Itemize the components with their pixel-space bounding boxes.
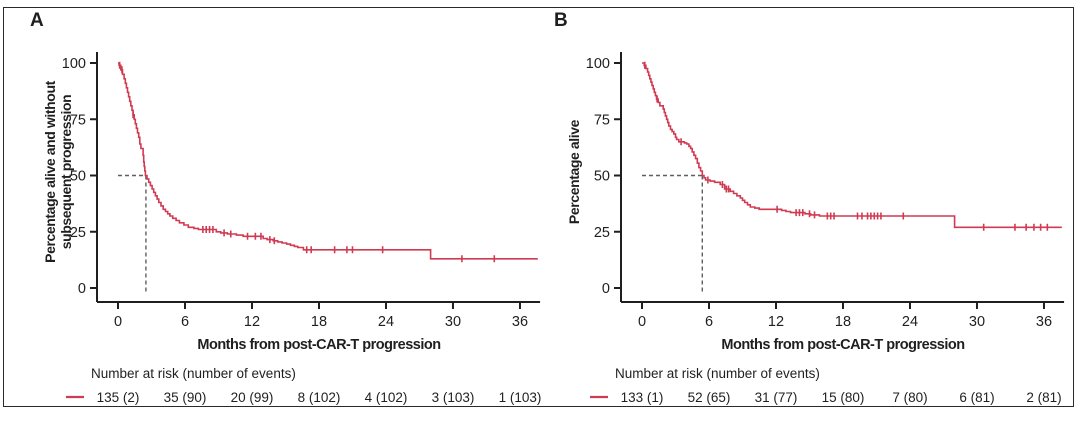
y-tick-label: 100 [62,56,86,72]
x-tick-label: 12 [244,314,260,330]
x-tick-label: 6 [705,314,713,330]
y-axis-title-line: Percentage alive [566,119,582,224]
y-axis-title-line: Percentage alive and without [42,80,58,262]
risk-value: 6 (81) [959,390,994,405]
y-axis-title-line: subsequent progression [58,95,74,250]
risk-value: 133 (1) [621,390,664,405]
risk-value: 7 (80) [892,390,927,405]
risk-value: 1 (103) [499,390,542,405]
risk-table-title: Number at risk (number of events) [615,366,820,381]
risk-value: 8 (102) [298,390,341,405]
panel-label: A [30,10,44,31]
risk-value: 4 (102) [365,390,408,405]
risk-value: 15 (80) [822,390,865,405]
x-tick-label: 24 [378,314,394,330]
panel-label: B [554,10,568,31]
x-tick-label: 24 [902,314,918,330]
x-tick-label: 36 [1036,314,1052,330]
panel-a: A 0 25 50 75 100 0 6 12 18 24 30 36 Months from post-… [30,10,541,405]
x-tick-label: 18 [311,314,327,330]
x-tick-label: 30 [969,314,985,330]
x-tick-label: 0 [638,314,646,330]
y-tick-label: 75 [70,112,86,128]
y-tick-label: 0 [78,281,86,297]
y-tick-label: 50 [70,169,86,185]
x-tick-label: 12 [768,314,784,330]
km-curve [118,62,538,260]
x-axis-title: Months from post-CAR-T progression [197,337,440,353]
x-tick-label: 30 [445,314,461,330]
x-tick-label: 6 [181,314,189,330]
km-curve [642,62,1062,229]
x-tick-label: 0 [114,314,122,330]
x-axis-title: Months from post-CAR-T progression [721,337,964,353]
risk-value: 35 (90) [164,390,207,405]
y-tick-label: 100 [586,56,610,72]
risk-value: 52 (65) [688,390,731,405]
risk-value: 31 (77) [755,390,798,405]
y-tick-label: 0 [602,281,610,297]
risk-value: 3 (103) [432,390,475,405]
risk-value: 135 (2) [97,390,140,405]
y-tick-label: 75 [594,112,610,128]
risk-value: 20 (99) [231,390,274,405]
x-tick-label: 36 [512,314,528,330]
risk-value: 2 (81) [1026,390,1061,405]
y-tick-label: 25 [70,225,86,241]
y-tick-label: 25 [594,225,610,241]
y-tick-label: 50 [594,169,610,185]
panel-b: B 0 25 50 75 100 0 6 12 18 24 30 36 Months from post-… [554,10,1065,405]
risk-table-title: Number at risk (number of events) [91,366,296,381]
x-tick-label: 18 [835,314,851,330]
